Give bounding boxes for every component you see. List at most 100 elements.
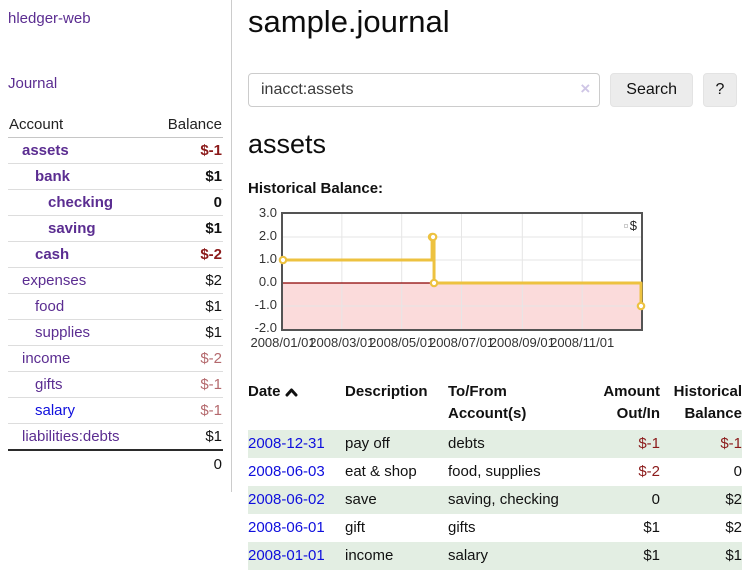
account-link[interactable]: gifts <box>35 376 63 393</box>
transaction-date-link[interactable]: 2008-06-03 <box>248 463 325 480</box>
register-row: 2008-06-03 eat & shop food, supplies $-2 0 <box>248 458 742 486</box>
account-row: assets $-1 <box>8 137 223 164</box>
transaction-date-link[interactable]: 2008-06-01 <box>248 519 325 536</box>
description-column-header: Description <box>345 383 428 400</box>
account-link[interactable]: assets <box>22 142 69 159</box>
register-row: 2008-06-01 gift gifts $1 $2 <box>248 514 742 542</box>
x-axis-tick-label: 2008/07/01 <box>428 335 495 350</box>
account-link[interactable]: supplies <box>35 324 91 341</box>
account-balance: $-2 <box>151 345 223 372</box>
account-row: supplies $1 <box>8 319 223 346</box>
x-axis-tick-label: 2008/11/01 <box>550 335 615 350</box>
x-axis-tick-label: 2008/05/01 <box>369 335 435 350</box>
transaction-accounts: food, supplies <box>448 463 541 480</box>
transaction-amount: $-2 <box>638 463 660 480</box>
transaction-description: eat & shop <box>345 463 417 480</box>
account-row: income $-2 <box>8 345 223 372</box>
account-balance: 0 <box>151 189 223 216</box>
x-axis-tick-label: 2008/09/01 <box>489 335 555 350</box>
transaction-description: gift <box>345 519 366 536</box>
account-link[interactable]: saving <box>48 220 96 237</box>
transaction-description: save <box>345 491 377 508</box>
transaction-balance: 0 <box>733 463 742 480</box>
y-axis-tick-label: -2.0 <box>254 320 277 335</box>
account-link[interactable]: liabilities:debts <box>22 428 120 445</box>
date-cell: 2008-06-03 <box>248 458 345 486</box>
transaction-date-link[interactable]: 2008-06-02 <box>248 491 325 508</box>
account-link[interactable]: checking <box>48 194 114 211</box>
transaction-accounts: debts <box>448 435 485 452</box>
account-link[interactable]: expenses <box>22 272 87 289</box>
page-title: sample.journal <box>248 4 450 39</box>
account-row: saving $1 <box>8 215 223 242</box>
account-heading: assets <box>248 129 327 159</box>
date-cell: 2008-12-31 <box>248 430 345 458</box>
x-axis-tick-label: 2008/03/01 <box>309 335 375 350</box>
app-brand-link[interactable]: hledger-web <box>8 10 91 27</box>
sidebar-item-journal[interactable]: Journal <box>8 75 58 92</box>
chart-canvas <box>278 214 646 329</box>
account-balance: $-2 <box>151 241 223 268</box>
transaction-balance: $2 <box>725 491 742 508</box>
search-button[interactable]: Search <box>610 73 693 107</box>
help-button[interactable]: ? <box>703 73 737 107</box>
transaction-accounts: saving, checking <box>448 491 559 508</box>
account-row: bank $1 <box>8 163 223 190</box>
date-cell: 2008-01-01 <box>248 542 345 570</box>
clear-icon[interactable]: × <box>580 79 591 98</box>
y-axis-tick-label: 0.0 <box>258 274 277 289</box>
transaction-balance: $2 <box>725 519 742 536</box>
account-balance: $1 <box>151 319 223 346</box>
transaction-amount: $1 <box>643 547 660 564</box>
account-row: gifts $-1 <box>8 371 223 398</box>
transaction-date-link[interactable]: 2008-12-31 <box>248 435 325 452</box>
y-axis-tick-label: -1.0 <box>254 297 277 312</box>
register-header-row: Date Description To/From Account(s) Amou… <box>248 379 742 430</box>
account-tree-body: assets $-1 bank $1 checking 0 saving $1 cash $-2 e… <box>8 137 223 451</box>
account-link[interactable]: cash <box>35 246 70 263</box>
y-axis-tick-label: 3.0 <box>258 205 277 220</box>
account-balance: $1 <box>151 215 223 242</box>
legend-swatch <box>623 223 628 228</box>
search-form: × Search ? <box>248 73 737 107</box>
account-balance: $-1 <box>151 397 223 424</box>
date-cell: 2008-06-01 <box>248 514 345 542</box>
transaction-date-link[interactable]: 2008-01-01 <box>248 547 325 564</box>
account-balance: $1 <box>151 423 223 451</box>
transaction-accounts: salary <box>448 547 489 564</box>
sidebar: hledger-web Journal Account Balance asse… <box>0 0 232 492</box>
account-row: cash $-2 <box>8 241 223 268</box>
account-link[interactable]: food <box>35 298 65 315</box>
account-link[interactable]: income <box>22 350 71 367</box>
transaction-balance: $1 <box>725 547 742 564</box>
main-content: sample.journal × Search ? assets Histori… <box>232 0 742 582</box>
transaction-amount: $-1 <box>638 435 660 452</box>
historical-balance-chart: $ 3.0 2.0 1.0 0.0 -1.0 -2.0 2008/01/01 2008/03/… <box>248 205 678 359</box>
transaction-description: pay off <box>345 435 390 452</box>
register-row: 2008-12-31 pay off debts $-1 $-1 <box>248 430 742 458</box>
y-axis-tick-label: 1.0 <box>258 251 277 266</box>
account-row: checking 0 <box>8 189 223 216</box>
transaction-amount: 0 <box>651 491 660 508</box>
accounts-column-header: To/From Account(s) <box>448 383 527 422</box>
account-balance: $-1 <box>151 371 223 398</box>
sort-up-icon <box>285 388 298 397</box>
account-link[interactable]: bank <box>35 168 71 185</box>
transaction-description: income <box>345 547 394 564</box>
chart-title: Historical Balance: <box>248 180 384 197</box>
account-column-header: Account <box>8 112 152 138</box>
balance-column-header: Balance <box>151 112 223 138</box>
register-row: 2008-06-02 save saving, checking 0 $2 <box>248 486 742 514</box>
account-balance: $2 <box>151 267 223 294</box>
account-row: salary $-1 <box>8 397 223 424</box>
account-total-row: 0 <box>8 450 223 478</box>
account-total-balance: 0 <box>213 456 222 473</box>
balance-column-header: Historical Balance <box>673 383 742 422</box>
chart-plot-area[interactable]: $ <box>278 212 646 331</box>
account-balance: $-1 <box>151 137 223 164</box>
account-balance: $1 <box>151 293 223 320</box>
search-input[interactable] <box>248 73 601 107</box>
y-axis-tick-label: 2.0 <box>258 228 277 243</box>
account-link[interactable]: salary <box>35 402 76 419</box>
date-column-header[interactable]: Date <box>248 379 345 430</box>
